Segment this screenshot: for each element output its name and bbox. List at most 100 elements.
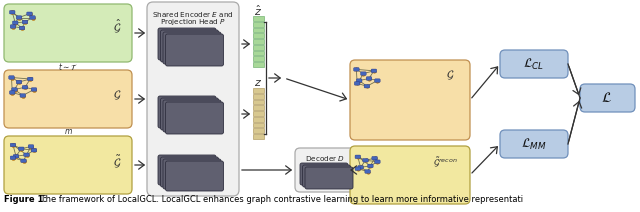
FancyBboxPatch shape [13,21,18,25]
FancyBboxPatch shape [20,94,26,97]
FancyBboxPatch shape [19,26,25,30]
FancyBboxPatch shape [13,155,19,158]
Text: $\mathcal{L}_{MM}$: $\mathcal{L}_{MM}$ [521,137,547,152]
Bar [253,134,264,139]
Text: $\hat{\mathcal{G}}$: $\hat{\mathcal{G}}$ [113,17,121,35]
FancyBboxPatch shape [163,32,221,64]
FancyBboxPatch shape [12,88,17,91]
Bar [253,111,264,116]
FancyBboxPatch shape [158,28,216,60]
Bar [253,100,264,104]
Bar [253,56,264,61]
FancyBboxPatch shape [354,68,359,71]
Bar [253,16,264,21]
FancyBboxPatch shape [10,91,15,94]
FancyBboxPatch shape [367,164,373,168]
FancyBboxPatch shape [4,70,132,128]
FancyBboxPatch shape [163,100,221,132]
FancyBboxPatch shape [16,80,22,84]
Bar [253,105,264,110]
Text: $\hat{z}$: $\hat{z}$ [255,4,262,18]
Text: $\mathcal{L}$: $\mathcal{L}$ [602,91,612,105]
Bar [253,28,264,32]
Text: $\mathcal{G}$: $\mathcal{G}$ [446,68,454,82]
FancyBboxPatch shape [29,16,35,19]
FancyBboxPatch shape [10,25,16,28]
FancyBboxPatch shape [356,79,362,82]
FancyBboxPatch shape [16,16,22,19]
FancyBboxPatch shape [31,88,36,91]
FancyBboxPatch shape [355,155,360,159]
FancyBboxPatch shape [22,85,28,89]
Bar [253,33,264,38]
FancyBboxPatch shape [166,34,223,66]
FancyBboxPatch shape [371,69,377,73]
FancyBboxPatch shape [500,50,568,78]
FancyBboxPatch shape [4,136,132,194]
Text: $\tilde{\mathcal{G}}^{recon}$: $\tilde{\mathcal{G}}^{recon}$ [433,155,458,169]
FancyBboxPatch shape [355,82,360,85]
FancyBboxPatch shape [361,72,366,75]
FancyBboxPatch shape [28,145,34,148]
Text: $z$: $z$ [255,78,262,88]
FancyBboxPatch shape [355,167,360,170]
Bar [253,39,264,44]
FancyBboxPatch shape [19,147,24,151]
Text: Projection Head $P$: Projection Head $P$ [160,17,226,27]
Bar [253,117,264,122]
Text: $t \sim \mathcal{T}$: $t \sim \mathcal{T}$ [58,60,78,71]
Bar [253,128,264,133]
FancyBboxPatch shape [9,76,14,79]
FancyBboxPatch shape [158,155,216,185]
Bar [253,51,264,55]
Text: Shared Encoder $E$ and: Shared Encoder $E$ and [152,10,234,19]
FancyBboxPatch shape [350,146,470,204]
FancyBboxPatch shape [10,143,16,147]
Text: The framework of LocalGCL. LocalGCL enhances graph contrastive learning to learn: The framework of LocalGCL. LocalGCL enha… [38,195,523,205]
FancyBboxPatch shape [4,4,132,62]
Bar [253,22,264,26]
Bar [253,45,264,50]
FancyBboxPatch shape [10,11,15,14]
FancyBboxPatch shape [27,12,32,15]
FancyBboxPatch shape [366,77,372,80]
FancyBboxPatch shape [163,159,221,189]
FancyBboxPatch shape [161,30,218,62]
Text: $\mathcal{G}$: $\mathcal{G}$ [113,88,121,102]
FancyBboxPatch shape [303,165,351,187]
FancyBboxPatch shape [350,60,470,140]
Text: $\tilde{\mathcal{G}}$: $\tilde{\mathcal{G}}$ [113,154,121,170]
FancyBboxPatch shape [372,156,378,160]
FancyBboxPatch shape [147,2,239,196]
FancyBboxPatch shape [295,148,355,192]
FancyBboxPatch shape [161,98,218,130]
Text: Figure 1:: Figure 1: [4,195,47,205]
Bar [253,94,264,99]
FancyBboxPatch shape [24,153,29,156]
FancyBboxPatch shape [374,79,380,82]
FancyBboxPatch shape [300,163,348,185]
Text: $m$: $m$ [63,127,72,137]
Text: Decoder $D$: Decoder $D$ [305,154,345,163]
FancyBboxPatch shape [166,161,223,191]
FancyBboxPatch shape [28,77,33,81]
Bar [253,62,264,67]
FancyBboxPatch shape [364,84,370,88]
FancyBboxPatch shape [166,102,223,134]
FancyBboxPatch shape [22,20,28,24]
FancyBboxPatch shape [31,148,36,152]
FancyBboxPatch shape [363,159,368,162]
FancyBboxPatch shape [161,157,218,187]
FancyBboxPatch shape [158,96,216,128]
Bar [253,123,264,127]
FancyBboxPatch shape [365,170,371,173]
FancyBboxPatch shape [20,159,26,163]
FancyBboxPatch shape [305,167,353,189]
Text: $\mathcal{L}_{CL}$: $\mathcal{L}_{CL}$ [524,56,545,72]
FancyBboxPatch shape [10,156,16,159]
FancyBboxPatch shape [358,166,364,169]
Bar [253,88,264,93]
FancyBboxPatch shape [374,160,380,163]
FancyBboxPatch shape [580,84,635,112]
FancyBboxPatch shape [500,130,568,158]
